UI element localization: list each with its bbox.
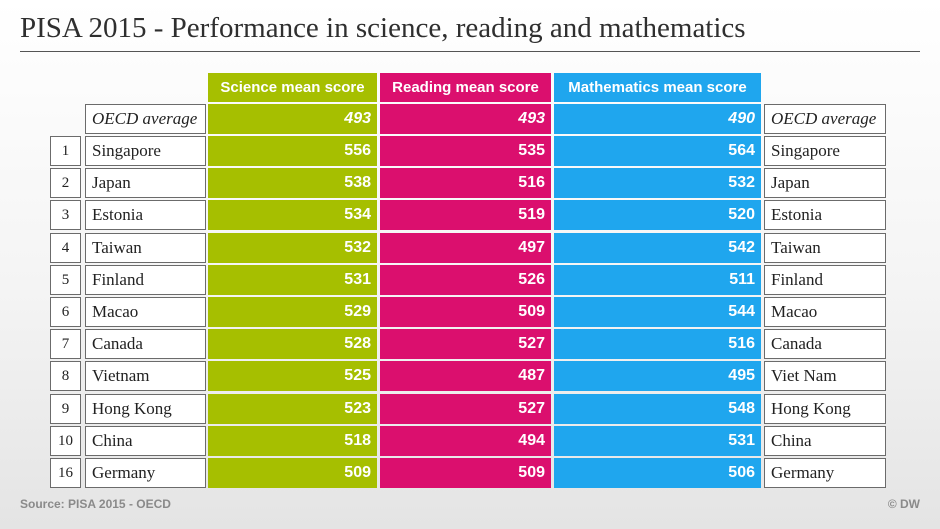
country-cell-right: Japan (764, 168, 886, 198)
science-score: 528 (208, 329, 377, 359)
country-cell: Estonia (85, 200, 206, 230)
science-score: 509 (208, 458, 377, 488)
country-cell: Japan (85, 168, 206, 198)
science-score: 523 (208, 394, 377, 424)
reading-score: 494 (380, 426, 551, 456)
country-cell-right: Germany (764, 458, 886, 488)
science-score: 531 (208, 265, 377, 295)
math-score: 506 (554, 458, 761, 488)
country-cell-right: Estonia (764, 200, 886, 230)
header-reading: Reading mean score (380, 73, 551, 102)
country-cell-right: Hong Kong (764, 394, 886, 424)
country-cell: Hong Kong (85, 394, 206, 424)
oecd-label: OECD average (85, 104, 206, 134)
country-cell-right: China (764, 426, 886, 456)
rank-cell: 3 (50, 200, 81, 230)
rank-cell: 5 (50, 265, 81, 295)
dw-credit: © DW (887, 497, 920, 511)
country-cell: Canada (85, 329, 206, 359)
country-cell-right: Canada (764, 329, 886, 359)
rank-cell: 2 (50, 168, 81, 198)
science-score: 529 (208, 297, 377, 327)
math-score: 511 (554, 265, 761, 295)
country-cell-right: Viet Nam (764, 361, 886, 391)
reading-score: 527 (380, 394, 551, 424)
country-cell: Finland (85, 265, 206, 295)
country-cell: China (85, 426, 206, 456)
country-cell: Singapore (85, 136, 206, 166)
science-score: 556 (208, 136, 377, 166)
math-score: 548 (554, 394, 761, 424)
rank-cell: 4 (50, 233, 81, 263)
rank-cell: 8 (50, 361, 81, 391)
oecd-math: 490 (554, 104, 761, 134)
country-cell-right: Finland (764, 265, 886, 295)
oecd-science: 493 (208, 104, 377, 134)
science-score: 532 (208, 233, 377, 263)
math-score: 520 (554, 200, 761, 230)
rank-cell: 6 (50, 297, 81, 327)
science-score: 534 (208, 200, 377, 230)
science-score: 518 (208, 426, 377, 456)
reading-score: 497 (380, 233, 551, 263)
country-cell: Taiwan (85, 233, 206, 263)
chart-title: PISA 2015 - Performance in science, read… (20, 12, 746, 44)
country-cell: Vietnam (85, 361, 206, 391)
math-score: 532 (554, 168, 761, 198)
reading-score: 527 (380, 329, 551, 359)
math-score: 542 (554, 233, 761, 263)
rank-cell: 1 (50, 136, 81, 166)
reading-score: 516 (380, 168, 551, 198)
source-note: Source: PISA 2015 - OECD (20, 497, 171, 511)
math-score: 495 (554, 361, 761, 391)
country-cell-right: Macao (764, 297, 886, 327)
rank-cell: 7 (50, 329, 81, 359)
oecd-label-right: OECD average (764, 104, 886, 134)
reading-score: 526 (380, 265, 551, 295)
country-cell: Germany (85, 458, 206, 488)
rank-cell: 16 (50, 458, 81, 488)
rank-cell: 9 (50, 394, 81, 424)
math-score: 564 (554, 136, 761, 166)
math-score: 516 (554, 329, 761, 359)
math-score: 531 (554, 426, 761, 456)
country-cell-right: Taiwan (764, 233, 886, 263)
reading-score: 535 (380, 136, 551, 166)
math-score: 544 (554, 297, 761, 327)
reading-score: 487 (380, 361, 551, 391)
header-math: Mathematics mean score (554, 73, 761, 102)
title-divider (20, 51, 920, 52)
country-cell: Macao (85, 297, 206, 327)
reading-score: 509 (380, 458, 551, 488)
rank-cell: 10 (50, 426, 81, 456)
reading-score: 509 (380, 297, 551, 327)
header-science: Science mean score (208, 73, 377, 102)
country-cell-right: Singapore (764, 136, 886, 166)
science-score: 538 (208, 168, 377, 198)
science-score: 525 (208, 361, 377, 391)
oecd-reading: 493 (380, 104, 551, 134)
reading-score: 519 (380, 200, 551, 230)
